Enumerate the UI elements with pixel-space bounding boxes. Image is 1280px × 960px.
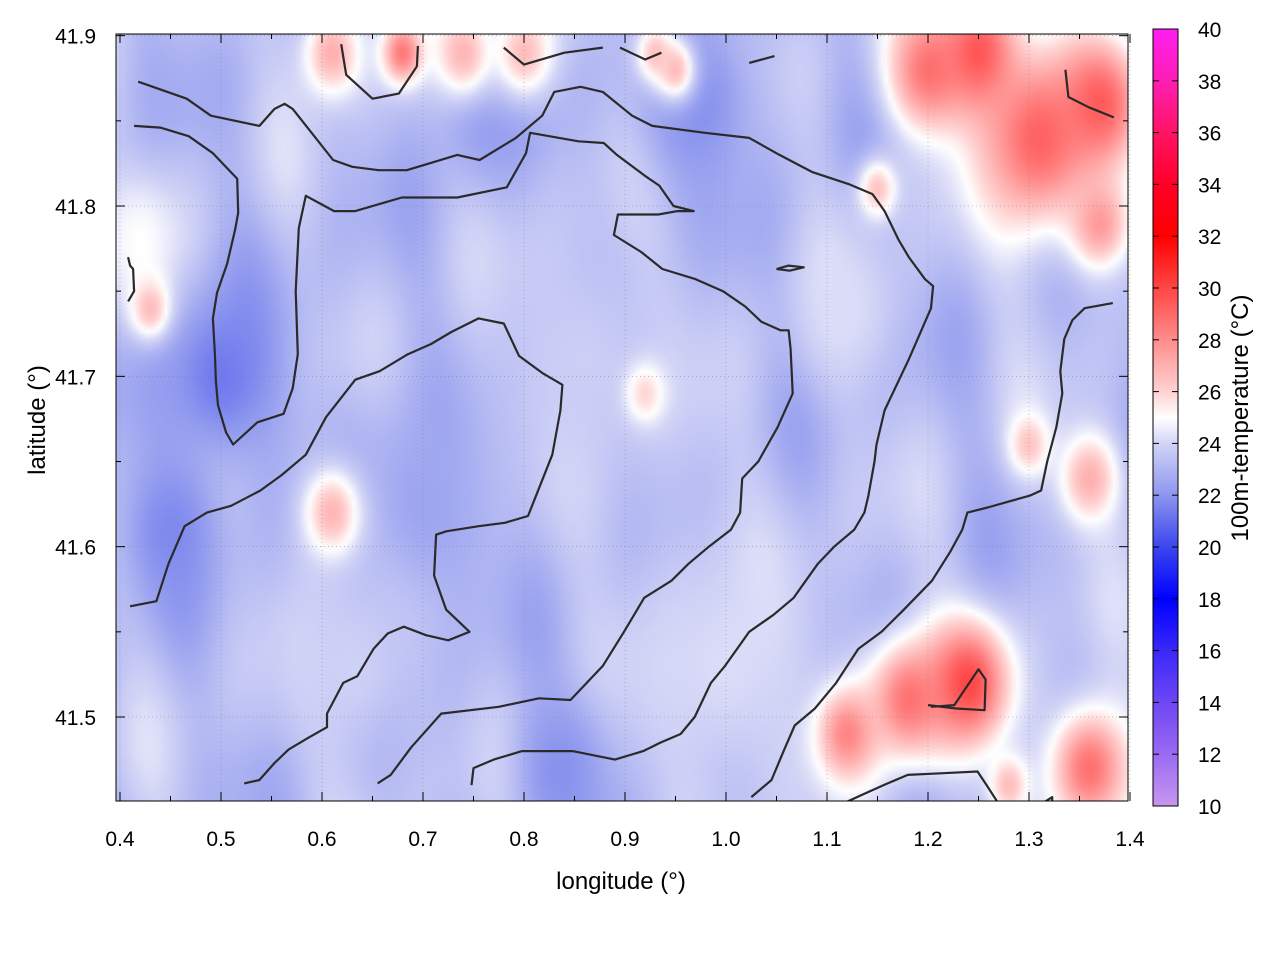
contour-line [340,44,419,100]
contour-line [927,668,987,712]
colorbar-tick-label: 26 [1198,382,1221,405]
x-axis-label: longitude (°) [556,868,686,895]
contour-line [137,80,935,786]
contour-line [619,46,662,61]
contour-line [845,770,999,801]
y-tick-label: 41.7 [55,366,96,389]
x-tick-label: 1.2 [913,828,942,851]
y-tick-label: 41.6 [55,537,96,560]
contour-line [134,124,794,785]
colorbar-tick-label: 20 [1198,537,1221,560]
x-tick-label: 1.3 [1014,828,1043,851]
contour-line [127,256,136,302]
x-tick-label: 1.1 [812,828,841,851]
colorbar-tick-label: 18 [1198,589,1221,612]
x-tick-label: 1.0 [711,828,740,851]
plot-frame [115,33,1129,802]
temperature-field [116,34,1128,801]
contour-line [776,264,805,272]
contour-line [750,302,1113,798]
x-tick-label: 0.6 [307,828,336,851]
colorbar-tick-label: 24 [1198,433,1222,456]
contour-line [503,46,603,66]
x-tick-label: 0.7 [408,828,437,851]
colorbar-tick-label: 30 [1198,278,1221,301]
colorbar-tick-label: 14 [1198,692,1222,715]
colorbar-label: 100m-temperature (°C) [1227,294,1254,541]
contour-line [1064,69,1115,119]
colorbar-tick-label: 40 [1198,19,1221,42]
x-tick-label: 0.5 [206,828,235,851]
colorbar-tick-label: 28 [1198,330,1221,353]
colorbar-tick-label: 22 [1198,485,1221,508]
y-tick-label: 41.5 [55,707,96,730]
contour-lines [127,44,1115,801]
colorbar-tick-label: 32 [1198,226,1221,249]
colorbar-gradient [1153,29,1178,806]
y-tick-label: 41.8 [55,196,96,219]
x-tick-label: 1.4 [1115,828,1145,851]
x-tick-label: 0.4 [105,828,135,851]
x-tick-label: 0.8 [509,828,538,851]
colorbar-tick-label: 10 [1198,796,1221,819]
colorbar-tick-label: 16 [1198,641,1221,664]
colorbar-tick-label: 34 [1198,174,1222,197]
colorbar-ticks: 10 12 14 16 18 20 22 24 26 28 30 32 34 36 38 40 [1153,19,1222,819]
grid-lines [116,34,1131,801]
y-tick-label: 41.9 [55,26,96,49]
contour-line [129,317,564,785]
colorbar-frame [1152,28,1179,807]
y-axis-label: latitude (°) [24,365,51,475]
colorbar-tick-label: 38 [1198,71,1221,94]
plot-area [115,33,1131,802]
colorbar-tick-label: 12 [1198,744,1221,767]
y-axis: 41.5 41.6 41.7 41.8 41.9 [55,26,1128,730]
x-axis: 0.4 0.5 0.6 0.7 0.8 0.9 1.0 1.1 1.2 1.3 1.4 [105,34,1145,851]
colorbar: 10 12 14 16 18 20 22 24 26 28 30 32 34 36 38 40 [1152,19,1222,819]
colorbar-tick-label: 36 [1198,123,1221,146]
x-tick-label: 0.9 [610,828,639,851]
contour-line [748,55,775,64]
